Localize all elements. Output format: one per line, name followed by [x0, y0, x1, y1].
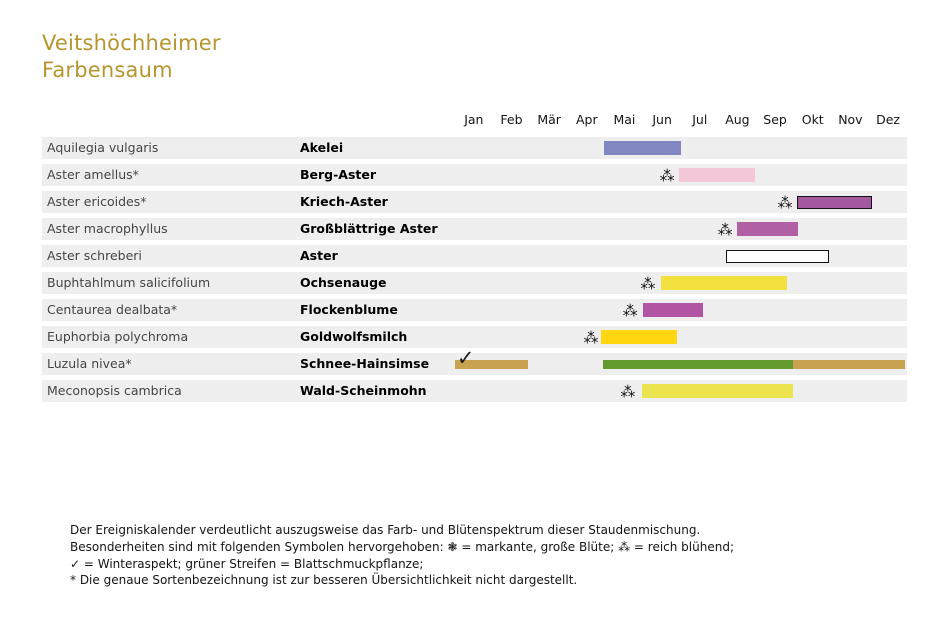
- bloom-bar: [641, 384, 793, 398]
- reich-bluehend-icon: ⁂: [622, 302, 638, 320]
- plant-row: Aster macrophyllus Großblättrige Aster ⁂: [42, 218, 907, 240]
- month-axis: Jan Feb Mär Apr Mai Jun Jul Aug Sep Okt Nov Dez: [455, 112, 907, 132]
- german-name: Wald-Scheinmohn: [300, 383, 427, 398]
- month-label: Okt: [801, 112, 824, 127]
- month-label: Jul: [692, 112, 708, 127]
- latin-name: Buphtahlmum salicifolium: [47, 275, 211, 290]
- reich-bluehend-icon: ⁂: [717, 221, 733, 239]
- plant-row: Euphorbia polychroma Goldwolfsmilch ⁂: [42, 326, 907, 348]
- german-name: Aster: [300, 248, 338, 263]
- bloom-bar: [600, 330, 677, 344]
- plant-row: Buphtahlmum salicifolium Ochsenauge ⁂: [42, 272, 907, 294]
- month-label: Nov: [838, 112, 863, 127]
- german-name: Akelei: [300, 140, 344, 155]
- bloom-bar: [796, 196, 872, 209]
- month-label: Jun: [652, 112, 672, 127]
- page-title-line2: Farbensaum: [42, 58, 173, 82]
- winteraspekt-check-icon: ✓: [456, 346, 475, 370]
- german-name: Großblättrige Aster: [300, 221, 438, 236]
- plant-row: Aquilegia vulgaris Akelei: [42, 137, 907, 159]
- footnote-line: ✓ = Winteraspekt; grüner Streifen = Blat…: [70, 556, 424, 571]
- month-label: Mai: [613, 112, 636, 127]
- reich-bluehend-icon: ⁂: [777, 194, 793, 212]
- plant-row: Aster amellus* Berg-Aster ⁂: [42, 164, 907, 186]
- footnote-line: Der Ereigniskalender verdeutlicht auszug…: [70, 523, 701, 537]
- reich-bluehend-icon: ⁂: [583, 329, 599, 347]
- latin-name: Aster schreberi: [47, 248, 142, 263]
- latin-name: Aquilegia vulgaris: [47, 140, 159, 155]
- latin-name: Centaurea dealbata*: [47, 302, 178, 317]
- bloom-bar: [792, 360, 906, 369]
- plant-row: Luzula nivea* Schnee-Hainsimse ✓: [42, 346, 907, 375]
- month-label: Mär: [537, 112, 561, 127]
- reich-bluehend-icon: ⁂: [659, 167, 675, 185]
- bloom-bar: [660, 276, 787, 290]
- latin-name: Luzula nivea*: [47, 356, 132, 371]
- latin-name: Euphorbia polychroma: [47, 329, 189, 344]
- plant-row: Meconopsis cambrica Wald-Scheinmohn ⁂: [42, 380, 907, 402]
- german-name: Schnee-Hainsimse: [300, 356, 430, 371]
- month-label: Aug: [725, 112, 750, 127]
- month-label: Apr: [575, 112, 598, 127]
- bloom-bar: [736, 222, 798, 236]
- plant-row: Centaurea dealbata* Flockenblume ⁂: [42, 299, 907, 321]
- bloom-bar: [455, 360, 529, 369]
- reich-bluehend-icon: ⁂: [640, 275, 656, 293]
- footnote-line: * Die genaue Sortenbezeichnung ist zur b…: [70, 573, 578, 588]
- page-title-line1: Veitshöchheimer: [42, 31, 221, 55]
- bloom-bar: [603, 141, 681, 155]
- bloom-bar: [603, 360, 793, 369]
- german-name: Berg-Aster: [300, 167, 377, 182]
- reich-bluehend-icon: ⁂: [620, 383, 636, 401]
- month-label: Sep: [763, 112, 787, 127]
- bloom-bar: [642, 303, 703, 317]
- month-label: Dez: [876, 112, 900, 127]
- plant-row: Aster ericoides* Kriech-Aster ⁂: [42, 191, 907, 213]
- page-title: Veitshöchheimer Farbensaum: [42, 30, 221, 84]
- footnote-line: Besonderheiten sind mit folgenden Symbol…: [70, 539, 734, 554]
- german-name: Ochsenauge: [300, 275, 387, 290]
- month-label: Feb: [500, 112, 523, 127]
- plant-row: Aster schreberi Aster: [42, 245, 907, 267]
- latin-name: Meconopsis cambrica: [47, 383, 182, 398]
- german-name: Goldwolfsmilch: [300, 329, 408, 344]
- bloom-bar: [678, 168, 755, 182]
- latin-name: Aster macrophyllus: [47, 221, 168, 236]
- german-name: Kriech-Aster: [300, 194, 388, 209]
- footnote: Der Ereigniskalender verdeutlicht auszug…: [70, 522, 734, 589]
- latin-name: Aster amellus*: [47, 167, 139, 182]
- bloom-bar: [725, 250, 829, 263]
- month-label: Jan: [464, 112, 484, 127]
- latin-name: Aster ericoides*: [47, 194, 147, 209]
- german-name: Flockenblume: [300, 302, 398, 317]
